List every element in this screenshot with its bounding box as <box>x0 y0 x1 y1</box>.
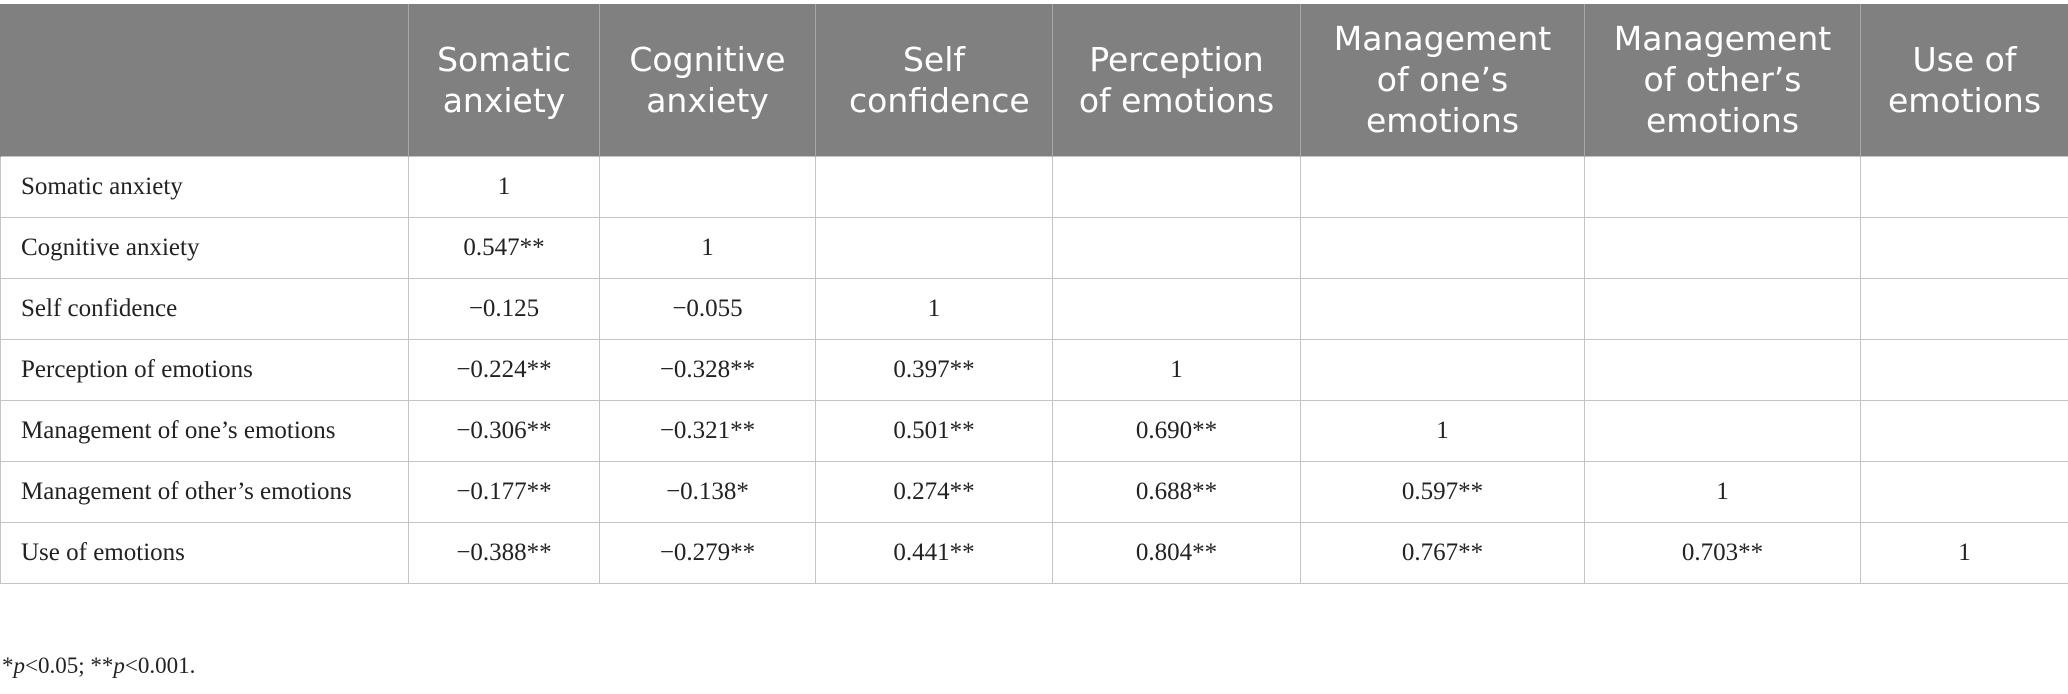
table-cell: −0.177** <box>408 460 600 523</box>
table-cell: 0.597** <box>1300 460 1585 523</box>
table-cell <box>1584 216 1861 279</box>
row-label: Management of other’s emotions <box>0 460 409 523</box>
table-cell <box>1860 460 2068 523</box>
table-cell: 1 <box>1860 521 2068 584</box>
table-row: Self confidence −0.125 −0.055 1 <box>0 277 2068 340</box>
table-cell <box>1860 155 2068 218</box>
table-cell: −0.125 <box>408 277 600 340</box>
table-cell: 0.804** <box>1052 521 1301 584</box>
table-cell: 0.274** <box>815 460 1053 523</box>
table-cell <box>1860 216 2068 279</box>
table-cell <box>1300 277 1585 340</box>
table-cell <box>1584 277 1861 340</box>
header-label: Self confidence <box>849 39 1030 120</box>
table-cell: −0.224** <box>408 338 600 401</box>
header-label: Cognitive anxiety <box>629 39 786 120</box>
header-cell-use-of-emotions: Use of emotions <box>1860 4 2068 156</box>
table-cell: 1 <box>1584 460 1861 523</box>
table-cell <box>1052 277 1301 340</box>
footnote-threshold-2: <0.001. <box>124 653 196 678</box>
header-cell-perception-of-emotions: Perception of emotions <box>1052 4 1301 156</box>
header-label: Somatic anxiety <box>437 39 571 120</box>
table-cell: 0.397** <box>815 338 1053 401</box>
header-cell-corner <box>0 4 409 156</box>
table-cell: −0.328** <box>599 338 816 401</box>
row-label: Self confidence <box>0 277 409 340</box>
table-row: Management of other’s emotions −0.177** … <box>0 460 2068 523</box>
table-cell <box>1300 338 1585 401</box>
correlation-table: Somatic anxiety Cognitive anxiety Self c… <box>0 4 2068 584</box>
table-cell: −0.388** <box>408 521 600 584</box>
table-row: Use of emotions −0.388** −0.279** 0.441*… <box>0 521 2068 584</box>
header-cell-management-of-ones-emotions: Management of one’s emotions <box>1300 4 1585 156</box>
header-label: Management of other’s emotions <box>1613 19 1832 141</box>
table-cell: 1 <box>408 155 600 218</box>
table-row: Management of one’s emotions −0.306** −0… <box>0 399 2068 462</box>
table-cell: 0.767** <box>1300 521 1585 584</box>
table-cell <box>1860 338 2068 401</box>
table-cell <box>1860 399 2068 462</box>
footnote-p-symbol: p <box>13 653 26 678</box>
header-label: Management of one’s emotions <box>1333 19 1552 141</box>
table-cell <box>1584 399 1861 462</box>
header-cell-somatic-anxiety: Somatic anxiety <box>408 4 600 156</box>
header-row: Somatic anxiety Cognitive anxiety Self c… <box>0 4 2068 156</box>
table-cell <box>1300 216 1585 279</box>
table-row: Perception of emotions −0.224** −0.328**… <box>0 338 2068 401</box>
header-label: Use of emotions <box>1887 39 2042 120</box>
table-cell <box>1052 216 1301 279</box>
table-cell <box>1300 155 1585 218</box>
table-cell: −0.055 <box>599 277 816 340</box>
table-cell: 0.690** <box>1052 399 1301 462</box>
header-label: Perception of emotions <box>1078 39 1275 120</box>
table-row: Somatic anxiety 1 <box>0 155 2068 218</box>
table-cell: 0.441** <box>815 521 1053 584</box>
table-cell: 1 <box>1052 338 1301 401</box>
table-cell: 0.703** <box>1584 521 1861 584</box>
table-cell: −0.321** <box>599 399 816 462</box>
table-cell: 0.688** <box>1052 460 1301 523</box>
table-cell <box>1584 338 1861 401</box>
table-cell <box>815 155 1053 218</box>
table-cell <box>599 155 816 218</box>
row-label: Somatic anxiety <box>0 155 409 218</box>
header-cell-management-of-others-emotions: Management of other’s emotions <box>1584 4 1861 156</box>
table-cell <box>1860 277 2068 340</box>
footnote-star: * <box>2 653 14 678</box>
header-cell-cognitive-anxiety: Cognitive anxiety <box>599 4 816 156</box>
footnote-threshold-1: <0.05; ** <box>25 653 114 678</box>
row-label: Perception of emotions <box>0 338 409 401</box>
table-cell: −0.138* <box>599 460 816 523</box>
row-label: Use of emotions <box>0 521 409 584</box>
table-cell: −0.279** <box>599 521 816 584</box>
table-cell <box>1584 155 1861 218</box>
table-footnote: *p<0.05; **p<0.001. <box>2 653 195 679</box>
table-cell: 1 <box>815 277 1053 340</box>
table-cell <box>1052 155 1301 218</box>
table-cell <box>815 216 1053 279</box>
table-row: Cognitive anxiety 0.547** 1 <box>0 216 2068 279</box>
table-cell: −0.306** <box>408 399 600 462</box>
table-cell: 0.547** <box>408 216 600 279</box>
table-cell: 1 <box>1300 399 1585 462</box>
table-cell: 0.501** <box>815 399 1053 462</box>
header-cell-self-confidence: Self confidence <box>815 4 1053 156</box>
footnote-p-symbol: p <box>113 653 125 678</box>
row-label: Cognitive anxiety <box>0 216 409 279</box>
table-cell: 1 <box>599 216 816 279</box>
row-label: Management of one’s emotions <box>0 399 409 462</box>
